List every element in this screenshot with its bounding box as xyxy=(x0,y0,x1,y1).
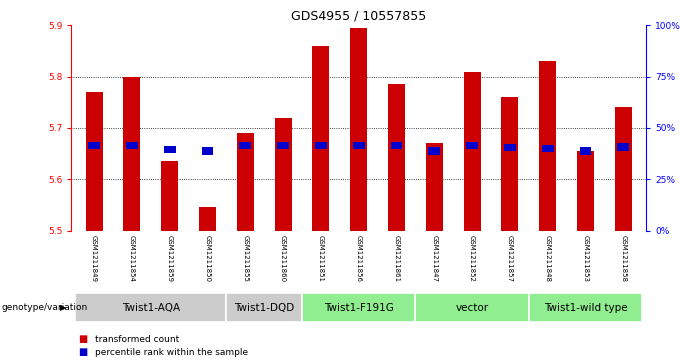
Bar xyxy=(501,97,518,231)
Text: GSM1211859: GSM1211859 xyxy=(167,234,173,282)
Bar xyxy=(353,142,364,150)
Bar xyxy=(390,142,403,150)
Bar xyxy=(615,107,632,231)
Bar xyxy=(277,142,289,150)
Bar xyxy=(75,293,226,322)
Bar xyxy=(123,77,140,231)
Text: GDS4955 / 10557855: GDS4955 / 10557855 xyxy=(291,9,426,22)
Bar xyxy=(161,161,178,231)
Bar xyxy=(88,142,100,150)
Bar xyxy=(617,143,629,151)
Bar xyxy=(350,28,367,231)
Text: GSM1211858: GSM1211858 xyxy=(620,234,626,282)
Text: GSM1211850: GSM1211850 xyxy=(205,234,211,282)
Text: GSM1211848: GSM1211848 xyxy=(545,234,551,282)
Bar xyxy=(201,147,214,155)
Bar xyxy=(126,142,138,150)
Text: ■: ■ xyxy=(78,334,88,344)
Bar xyxy=(426,143,443,231)
Bar xyxy=(539,61,556,231)
Bar xyxy=(577,151,594,231)
Text: GSM1211852: GSM1211852 xyxy=(469,234,475,281)
Bar xyxy=(302,293,415,322)
Text: Twist1-DQD: Twist1-DQD xyxy=(234,303,294,313)
Bar xyxy=(315,142,327,150)
Text: ■: ■ xyxy=(78,347,88,357)
Bar xyxy=(226,293,302,322)
Text: Twist1-F191G: Twist1-F191G xyxy=(324,303,394,313)
Bar xyxy=(388,84,405,231)
Bar xyxy=(466,142,478,150)
Bar xyxy=(579,147,592,155)
Bar xyxy=(542,145,554,152)
Text: GSM1211855: GSM1211855 xyxy=(242,234,248,281)
Text: GSM1211856: GSM1211856 xyxy=(356,234,362,282)
Text: genotype/variation: genotype/variation xyxy=(1,303,88,312)
Text: Twist1-AQA: Twist1-AQA xyxy=(122,303,180,313)
Text: GSM1211857: GSM1211857 xyxy=(507,234,513,282)
Text: GSM1211849: GSM1211849 xyxy=(91,234,97,282)
Bar xyxy=(86,92,103,231)
Bar xyxy=(312,46,329,231)
Text: transformed count: transformed count xyxy=(95,335,180,344)
Bar xyxy=(237,133,254,231)
Text: percentile rank within the sample: percentile rank within the sample xyxy=(95,348,248,356)
Text: GSM1211847: GSM1211847 xyxy=(431,234,437,282)
Bar xyxy=(415,293,529,322)
Bar xyxy=(504,144,516,151)
Bar xyxy=(239,142,251,150)
Bar xyxy=(464,72,481,231)
Bar xyxy=(275,118,292,231)
Bar xyxy=(529,293,642,322)
Bar xyxy=(199,207,216,231)
Text: GSM1211851: GSM1211851 xyxy=(318,234,324,282)
Bar xyxy=(164,146,175,153)
Text: GSM1211853: GSM1211853 xyxy=(583,234,588,282)
Text: vector: vector xyxy=(456,303,489,313)
Text: ▶: ▶ xyxy=(60,303,67,312)
Text: GSM1211860: GSM1211860 xyxy=(280,234,286,282)
Text: GSM1211854: GSM1211854 xyxy=(129,234,135,281)
Text: Twist1-wild type: Twist1-wild type xyxy=(544,303,628,313)
Bar xyxy=(428,147,440,155)
Text: GSM1211861: GSM1211861 xyxy=(394,234,400,282)
